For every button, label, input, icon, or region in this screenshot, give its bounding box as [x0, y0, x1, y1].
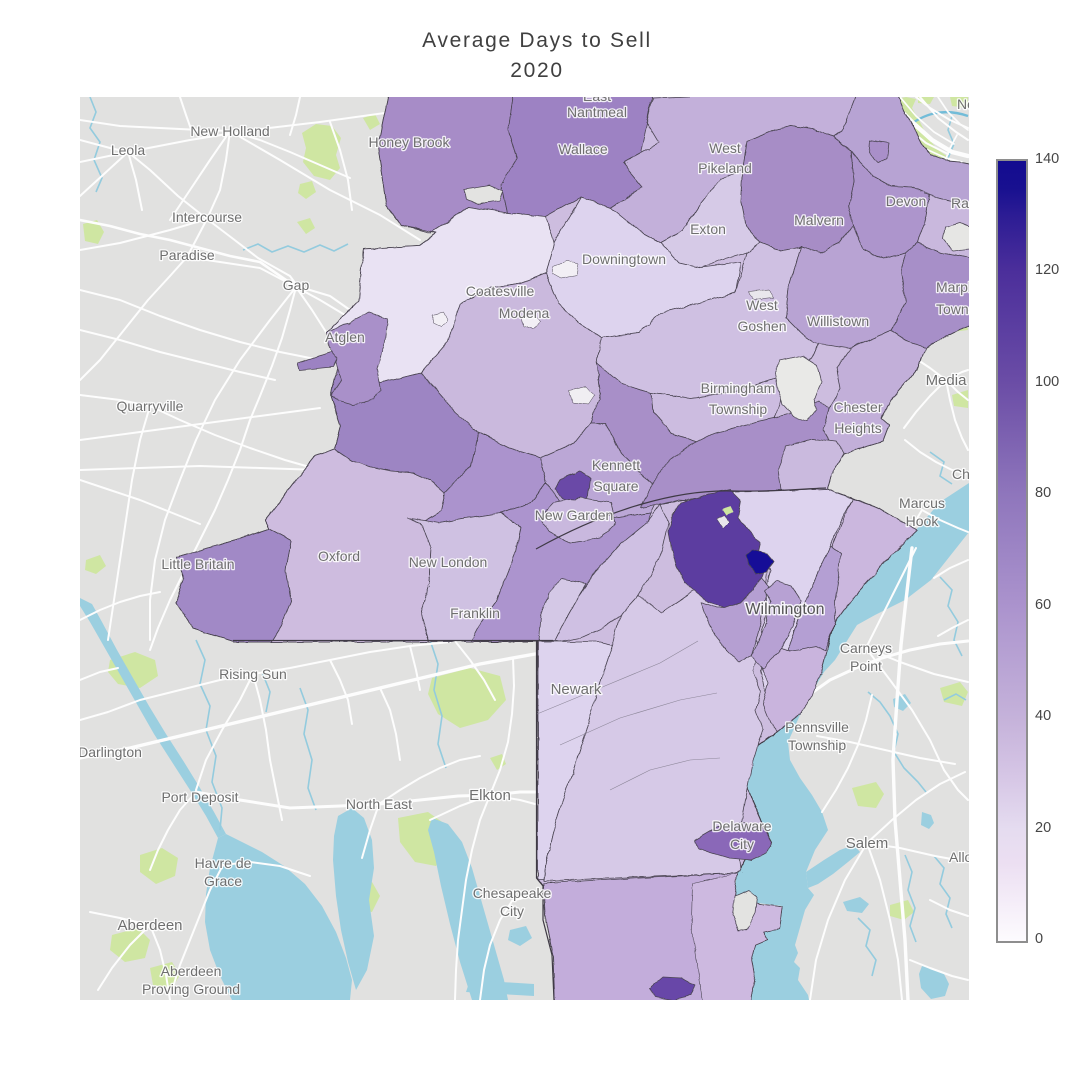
svg-text:Honey Brook: Honey Brook — [369, 134, 451, 150]
svg-text:Grace: Grace — [204, 873, 242, 889]
svg-text:West: West — [709, 140, 741, 156]
svg-text:Chesapeake: Chesapeake — [473, 885, 552, 901]
svg-text:East: East — [583, 97, 611, 104]
svg-text:Township: Township — [936, 301, 969, 317]
svg-text:Birmingham: Birmingham — [701, 380, 776, 396]
svg-text:Newark: Newark — [551, 681, 602, 698]
svg-text:Gap: Gap — [283, 277, 310, 293]
svg-text:Darlington: Darlington — [80, 744, 142, 760]
svg-text:West: West — [746, 297, 778, 313]
svg-text:Leola: Leola — [111, 142, 145, 158]
svg-text:Havre de: Havre de — [195, 855, 252, 871]
svg-text:Pennsville: Pennsville — [785, 719, 849, 735]
svg-text:Little Britain: Little Britain — [161, 556, 234, 572]
svg-text:Downingtown: Downingtown — [582, 251, 666, 267]
svg-text:Exton: Exton — [690, 221, 726, 237]
svg-text:Radnor: Radnor — [951, 195, 969, 211]
svg-text:North East: North East — [346, 796, 412, 812]
svg-text:Norristown: Norristown — [957, 97, 969, 112]
svg-text:Alloway: Alloway — [949, 849, 969, 865]
svg-text:Devon: Devon — [886, 193, 926, 209]
svg-text:Media: Media — [926, 372, 968, 389]
svg-text:Carneys: Carneys — [840, 640, 892, 656]
svg-text:Point: Point — [850, 658, 882, 674]
svg-text:New Garden: New Garden — [535, 507, 614, 523]
svg-text:Goshen: Goshen — [737, 318, 786, 334]
svg-text:Atglen: Atglen — [325, 329, 365, 345]
svg-text:Intercourse: Intercourse — [172, 209, 242, 225]
svg-text:Salem: Salem — [846, 835, 889, 852]
svg-text:Heights: Heights — [834, 420, 881, 436]
svg-text:Proving Ground: Proving Ground — [142, 981, 240, 997]
svg-text:Hook: Hook — [906, 513, 940, 529]
svg-text:Nantmeal: Nantmeal — [567, 104, 627, 120]
svg-text:Wallace: Wallace — [558, 141, 607, 157]
svg-text:City: City — [730, 836, 754, 852]
svg-text:Willistown: Willistown — [807, 313, 869, 329]
svg-text:Aberdeen: Aberdeen — [117, 917, 182, 934]
svg-text:Quarryville: Quarryville — [117, 398, 184, 414]
svg-text:Modena: Modena — [499, 305, 550, 321]
svg-text:Chester: Chester — [833, 399, 882, 415]
svg-text:Square: Square — [593, 478, 638, 494]
svg-text:Chester: Chester — [952, 466, 969, 482]
svg-text:Malvern: Malvern — [794, 212, 844, 228]
svg-text:Coatesville: Coatesville — [466, 283, 535, 299]
svg-text:Township: Township — [709, 401, 768, 417]
svg-text:Aberdeen: Aberdeen — [161, 963, 222, 979]
svg-text:Rising Sun: Rising Sun — [219, 666, 287, 682]
svg-text:Pikeland: Pikeland — [698, 160, 752, 176]
svg-text:Oxford: Oxford — [318, 548, 360, 564]
svg-text:Franklin: Franklin — [450, 605, 500, 621]
svg-text:Township: Township — [788, 737, 847, 753]
svg-text:Kennett: Kennett — [592, 457, 640, 473]
svg-text:Port Deposit: Port Deposit — [161, 789, 238, 805]
svg-text:Wilmington: Wilmington — [745, 601, 824, 618]
svg-text:New London: New London — [409, 554, 488, 570]
svg-text:Paradise: Paradise — [159, 247, 214, 263]
svg-text:New Holland: New Holland — [190, 123, 269, 139]
svg-text:City: City — [500, 903, 524, 919]
svg-text:Marple: Marple — [936, 279, 969, 295]
svg-text:Marcus: Marcus — [899, 495, 945, 511]
svg-text:Elkton: Elkton — [469, 787, 511, 804]
svg-text:Delaware: Delaware — [712, 818, 771, 834]
